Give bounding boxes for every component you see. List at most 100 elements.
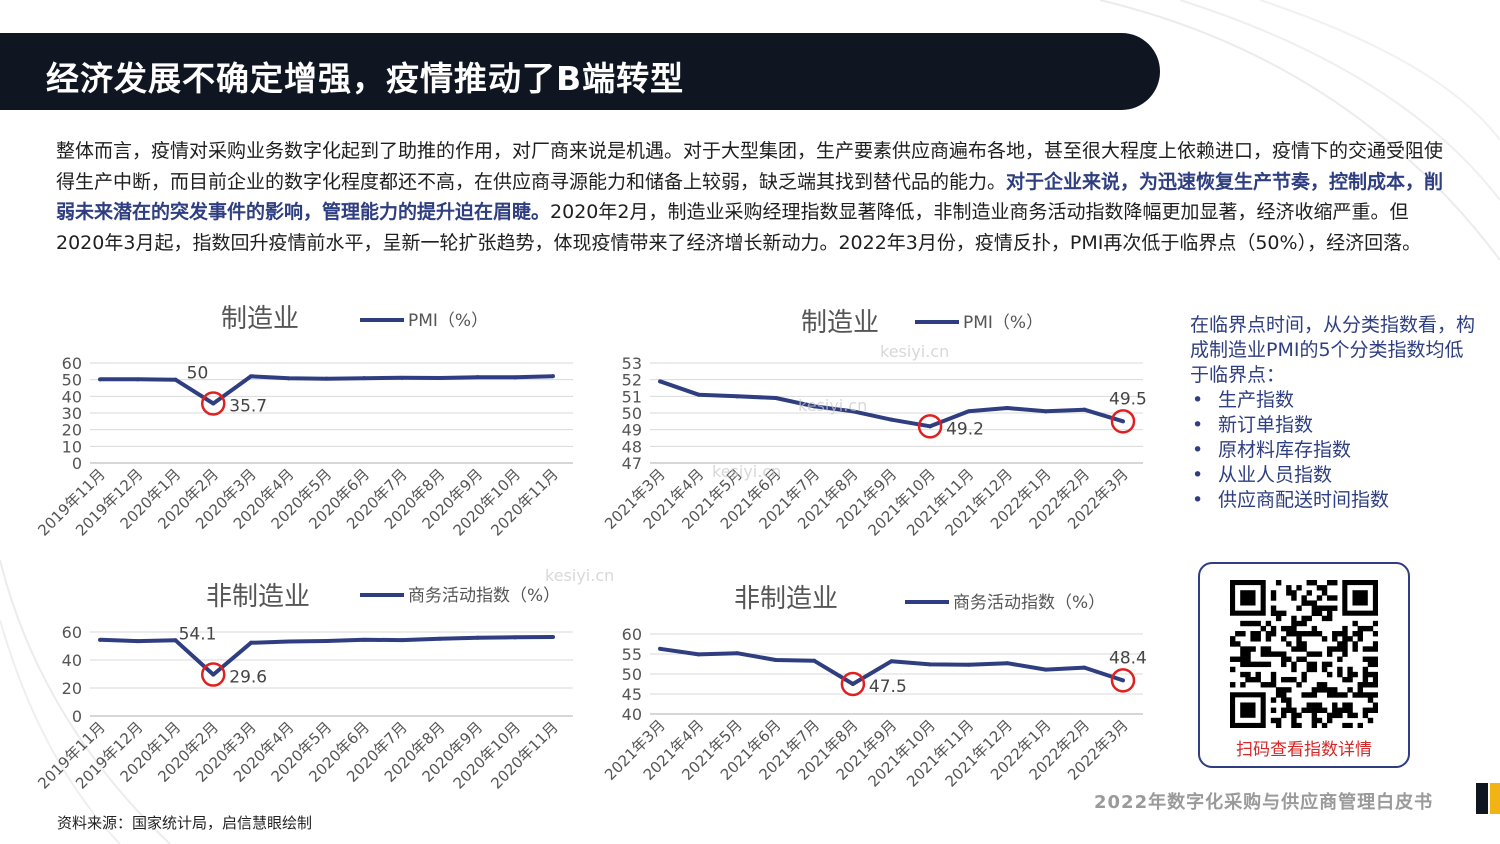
data-point xyxy=(735,394,740,399)
qr-module xyxy=(1332,707,1338,713)
qr-module xyxy=(1260,661,1267,668)
qr-module xyxy=(1321,707,1328,713)
qr-module xyxy=(1291,661,1297,668)
data-point xyxy=(1082,407,1087,412)
qr-module xyxy=(1347,712,1353,719)
qr-module xyxy=(1296,646,1302,652)
qr-module xyxy=(1342,625,1348,632)
qr-module xyxy=(1306,590,1312,596)
qr-module xyxy=(1316,707,1323,713)
qr-module xyxy=(1306,615,1312,622)
qr-module xyxy=(1270,625,1277,632)
qr-module xyxy=(1326,595,1333,601)
data-point xyxy=(696,652,701,657)
qr-module xyxy=(1321,585,1328,591)
qr-module xyxy=(1306,651,1312,657)
qr-module xyxy=(1240,620,1246,627)
qr-module xyxy=(1275,687,1282,693)
qr-module xyxy=(1286,585,1292,591)
qr-module xyxy=(1332,712,1338,719)
qr-module xyxy=(1281,636,1287,642)
qr-module xyxy=(1311,625,1318,632)
qr-module xyxy=(1367,625,1374,632)
y-tick-label: 53 xyxy=(622,354,642,373)
qr-module xyxy=(1362,712,1369,719)
qr-module xyxy=(1291,615,1297,622)
qr-module xyxy=(1337,692,1343,698)
qr-module xyxy=(1342,707,1348,713)
qr-module xyxy=(1321,661,1328,668)
qr-module xyxy=(1321,666,1328,673)
qr-module xyxy=(1286,631,1292,637)
qr-module xyxy=(1321,590,1328,596)
qr-module xyxy=(1260,625,1267,632)
qr-module xyxy=(1296,636,1302,642)
qr-module xyxy=(1367,717,1374,724)
qr-module xyxy=(1352,692,1358,698)
qr-module xyxy=(1337,646,1343,652)
y-tick-label: 40 xyxy=(622,705,642,724)
qr-module xyxy=(1286,676,1292,683)
qr-module xyxy=(1255,636,1261,642)
qr-code-icon[interactable] xyxy=(1230,580,1378,728)
watermark: kesiyi.cn xyxy=(880,342,950,361)
qr-module xyxy=(1352,671,1358,678)
data-point xyxy=(551,635,555,640)
qr-module xyxy=(1281,651,1287,657)
qr-module xyxy=(1316,610,1323,617)
legend-label: PMI（%） xyxy=(963,313,1043,333)
qr-module xyxy=(1362,625,1369,632)
data-point xyxy=(1082,665,1087,670)
qr-module xyxy=(1342,631,1348,637)
qr-module xyxy=(1245,646,1251,652)
qr-module xyxy=(1301,641,1307,647)
qr-module xyxy=(1321,636,1328,642)
data-point xyxy=(850,682,855,686)
qr-module xyxy=(1265,646,1272,652)
data-point xyxy=(135,639,140,644)
qr-module xyxy=(1342,641,1348,647)
qr-module xyxy=(1332,636,1338,642)
data-point xyxy=(475,375,480,380)
data-label: 48.4 xyxy=(1109,648,1147,668)
chart-title: 制造业 xyxy=(221,304,299,334)
data-label: 35.7 xyxy=(229,397,267,417)
legend-label: PMI（%） xyxy=(408,311,488,331)
qr-module xyxy=(1332,687,1338,693)
qr-module xyxy=(1281,656,1287,662)
qr-module xyxy=(1306,702,1312,708)
data-point xyxy=(286,639,291,644)
qr-module xyxy=(1240,656,1246,662)
qr-card[interactable]: 扫码查看指数详情 xyxy=(1198,562,1410,768)
qr-module xyxy=(1296,712,1302,719)
qr-module xyxy=(1311,631,1318,637)
qr-module xyxy=(1275,717,1282,724)
data-point xyxy=(773,396,778,400)
qr-module xyxy=(1281,687,1287,693)
data-point xyxy=(286,376,291,381)
list-item: 新订单指数 xyxy=(1192,413,1480,438)
page-title: 经济发展不确定增强，疫情推动了B端转型 xyxy=(46,59,685,98)
qr-module xyxy=(1362,707,1369,713)
data-point xyxy=(850,409,855,414)
qr-module xyxy=(1270,595,1277,601)
qr-module xyxy=(1291,625,1297,632)
qr-module xyxy=(1260,651,1267,657)
qr-module xyxy=(1372,676,1378,683)
data-label: 49.5 xyxy=(1109,389,1147,409)
qr-module xyxy=(1311,610,1318,617)
qr-module xyxy=(1326,671,1333,678)
qr-module xyxy=(1296,682,1302,688)
qr-module xyxy=(1311,651,1318,657)
qr-module xyxy=(1326,692,1333,698)
qr-module xyxy=(1270,676,1277,683)
qr-module xyxy=(1316,651,1323,657)
qr-module xyxy=(1372,707,1378,713)
list-item: 生产指数 xyxy=(1192,388,1480,413)
qr-module xyxy=(1286,590,1292,596)
qr-module xyxy=(1270,590,1277,596)
qr-module xyxy=(1286,625,1292,632)
qr-module xyxy=(1301,615,1307,622)
data-point xyxy=(249,374,253,379)
legend-label: 商务活动指数（%） xyxy=(408,586,560,606)
